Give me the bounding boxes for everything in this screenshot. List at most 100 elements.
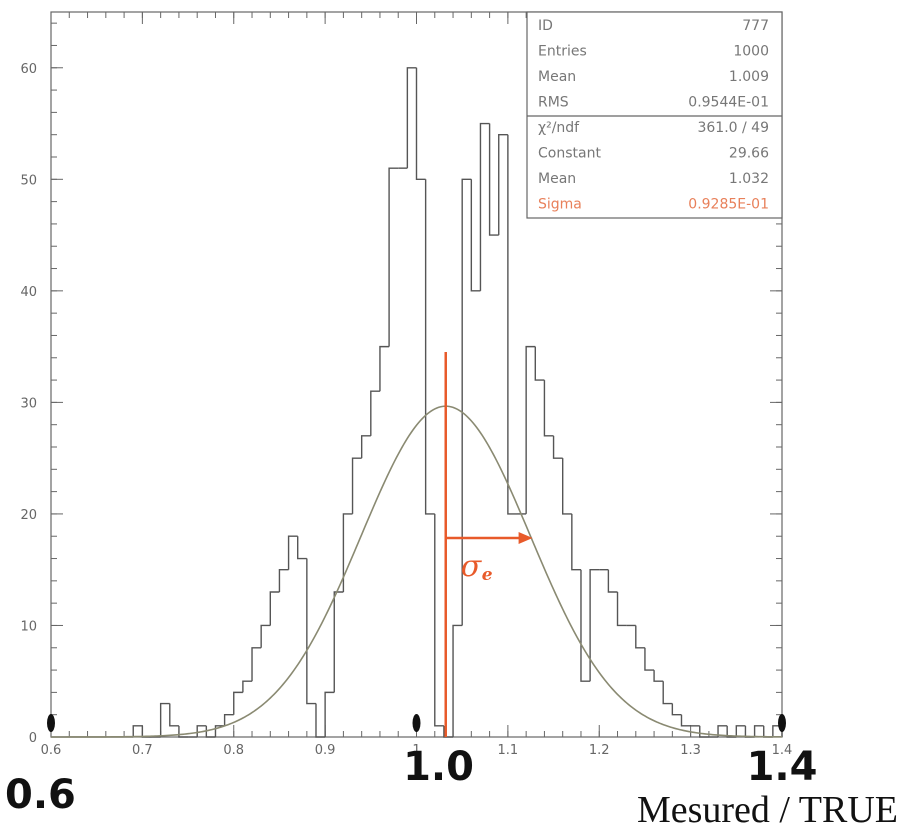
histogram-bin (406, 67, 417, 169)
y-tick-label: 60 (20, 62, 37, 77)
stats-row-label: Entries (538, 44, 587, 60)
histogram-bin (415, 67, 426, 181)
stats-row-value: 1.009 (729, 69, 769, 85)
histogram-bin (744, 725, 755, 738)
fit-curve (51, 405, 783, 738)
stats-row-label: Mean (538, 69, 576, 85)
histogram-bin (360, 435, 371, 459)
hand-marker (412, 714, 421, 732)
histogram-bin (205, 725, 216, 738)
histogram-bin (607, 569, 618, 593)
histogram-bin (233, 691, 243, 715)
stats-row-label: Mean (538, 171, 576, 187)
x-tick-label: 1.3 (680, 743, 701, 758)
hand-label: 1.0 (403, 744, 474, 790)
histogram-bin (717, 725, 728, 737)
y-tick-label: 30 (20, 396, 37, 411)
stats-row-value: 361.0 / 49 (697, 120, 769, 136)
histogram-bin (680, 714, 691, 727)
stats-row-label: Sigma (538, 197, 582, 213)
x-tick-label: 0.8 (223, 743, 244, 758)
hand-marker (47, 714, 55, 732)
histogram-bin (662, 681, 673, 705)
stats-row-value: 1.032 (729, 171, 769, 187)
histogram-bin (735, 725, 746, 737)
stats-box-frame (526, 11, 783, 219)
hand-label: 1.4 (747, 744, 818, 790)
histogram-bin (388, 167, 399, 347)
y-tick-label: 20 (20, 508, 37, 523)
sigma-arrow-head (518, 532, 533, 544)
histogram-bin (342, 513, 353, 592)
stats-row-label: χ²/ndf (538, 120, 580, 136)
histogram-bin (324, 691, 335, 737)
histogram-bin (635, 625, 645, 649)
gaussian-fit (51, 405, 783, 738)
histogram-bin (571, 513, 581, 571)
histogram (51, 67, 783, 738)
x-axis-label: Mesured / TRUE (637, 789, 898, 831)
histogram-bin (552, 435, 563, 459)
histogram-bin (726, 725, 737, 738)
histogram-bin (196, 725, 207, 737)
histogram-bin (525, 345, 536, 514)
histogram-bin (653, 670, 664, 682)
histogram-bin (488, 123, 499, 236)
histogram-bin (479, 122, 490, 291)
histogram-bin (699, 725, 709, 738)
stats-box: ID 777 Entries 1000 Mean 1.009 RMS 0.9544E-01 χ²… (526, 11, 783, 219)
histogram-bin (132, 725, 143, 737)
histogram-bin (333, 591, 344, 693)
x-tick-label: 0.6 (41, 743, 62, 758)
x-tick-label: 1.2 (589, 743, 610, 758)
histogram-bin (214, 725, 225, 737)
histogram-bin (370, 390, 380, 436)
histogram-bin (141, 725, 152, 738)
histogram-bin (562, 458, 572, 515)
handwritten-labels: 0.6 1.0 1.4 (5, 714, 817, 818)
stats-row-value: 0.9285E-01 (688, 197, 769, 213)
histogram-bin (159, 702, 170, 737)
histogram-bin (242, 680, 253, 693)
x-tick-label: 1.4 (772, 743, 793, 758)
histogram-bin (461, 178, 472, 626)
histogram-bin (452, 624, 463, 737)
histogram-bin (763, 725, 773, 738)
histogram-bin (223, 713, 234, 726)
histogram-bin (306, 558, 316, 705)
histogram-bin (297, 536, 307, 560)
stats-row-value: 0.9544E-01 (688, 95, 769, 111)
histogram-bin (443, 725, 454, 738)
stats-row-value: 1000 (733, 44, 769, 60)
hand-marker (778, 714, 786, 732)
histogram-bin (589, 568, 600, 682)
histogram-bin (178, 725, 189, 738)
histogram-bin (424, 179, 435, 515)
histogram-bin (616, 592, 627, 627)
histogram-bin (260, 624, 271, 648)
histogram-bin (534, 346, 545, 381)
histogram-bin (287, 535, 298, 570)
histogram-bin (278, 568, 289, 592)
stats-row-label: Constant (538, 146, 601, 162)
histogram-bin (169, 703, 179, 727)
histogram-bin (351, 457, 362, 514)
histogram-bin (498, 133, 508, 236)
histogram-bin (507, 134, 518, 515)
stats-row-value: 29.66 (729, 146, 769, 162)
x-tick-label: 1 (412, 743, 420, 758)
histogram-bin (470, 179, 481, 292)
histogram-bin (580, 569, 591, 682)
y-tick-label: 0 (29, 731, 37, 746)
histogram-bin (434, 513, 444, 727)
x-tick-label: 0.7 (132, 743, 153, 758)
histogram-bin (315, 703, 326, 738)
axes: 0.6 0.7 0.8 0.9 1 1.1 1.2 1.3 1.4 0 10 20 30 40 50 60 (20, 11, 793, 758)
hand-label: 0.6 (5, 772, 76, 818)
sigma-symbol: σ (461, 549, 483, 584)
stats-row-label: ID (538, 18, 553, 34)
histogram-bin (671, 703, 682, 716)
y-tick-label: 10 (20, 619, 37, 634)
